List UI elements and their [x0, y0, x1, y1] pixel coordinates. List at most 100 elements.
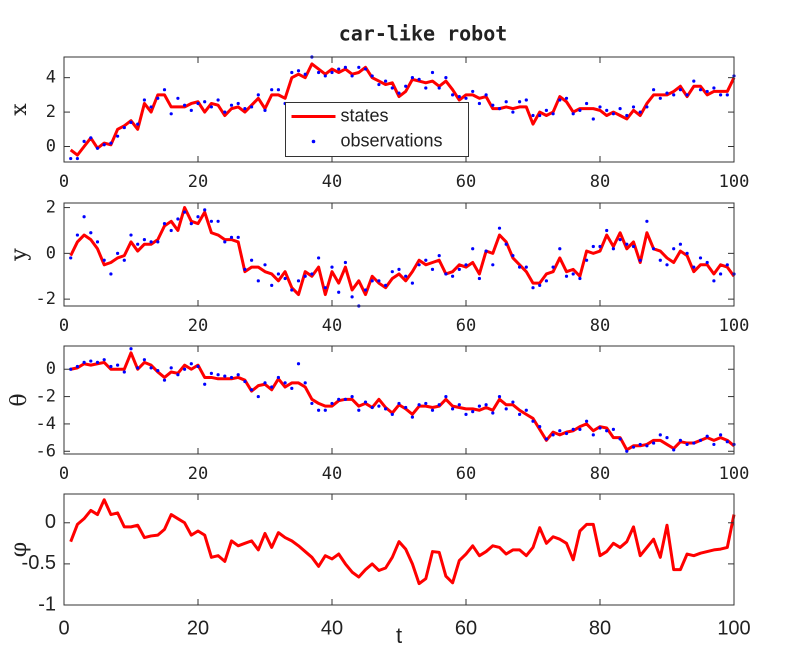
observation-dot: [95, 240, 100, 244]
observation-dot: [256, 394, 260, 399]
observation-dot: [290, 386, 294, 390]
x-tick-label: 60: [456, 316, 476, 336]
observation-dot: [611, 247, 616, 251]
observation-dot: [457, 267, 461, 271]
observation-dot: [69, 156, 73, 161]
observation-dot: [343, 260, 347, 265]
observation-dot: [591, 244, 595, 249]
legend-box: [285, 102, 469, 157]
observation-dot: [685, 251, 689, 255]
observation-dot: [397, 401, 401, 406]
observation-dot: [598, 105, 602, 109]
x-tick-label: 20: [188, 316, 208, 336]
observation-dot: [712, 442, 716, 447]
observation-dot: [605, 108, 609, 112]
observation-dot: [109, 141, 113, 145]
observation-dot: [363, 288, 368, 292]
observation-dot: [136, 242, 140, 246]
observation-dot: [444, 394, 448, 399]
observation-dot: [484, 403, 488, 407]
observation-dot: [424, 86, 428, 90]
observation-dot: [216, 219, 220, 223]
observation-dot: [250, 105, 254, 109]
observation-dot: [196, 364, 200, 369]
observation-dot: [390, 270, 394, 274]
observation-dot: [638, 258, 642, 262]
observation-dot: [538, 283, 542, 287]
observation-dot: [504, 242, 508, 246]
observation-dot: [397, 267, 401, 271]
observation-dot: [142, 98, 146, 102]
observation-dot: [665, 91, 669, 95]
observation-dot: [82, 215, 86, 219]
x-tick-label: 0: [58, 617, 69, 639]
observation-dot: [497, 226, 502, 230]
observation-dot: [156, 96, 160, 100]
y-axis-label: θ: [7, 393, 32, 406]
observation-dot: [625, 113, 629, 118]
y-tick-label: 2: [46, 198, 56, 218]
observation-dot: [109, 272, 113, 276]
x-tick-label: 60: [456, 172, 476, 192]
observation-dot: [169, 366, 173, 370]
observation-dot: [430, 408, 435, 412]
y-tick-label: 4: [46, 68, 56, 88]
observation-dot: [598, 244, 602, 249]
observation-dot: [471, 89, 475, 94]
y-axis-label: φ: [7, 542, 32, 557]
observation-dot: [618, 238, 622, 242]
observation-dot: [236, 235, 240, 239]
observation-dot: [343, 397, 347, 401]
observation-dot: [638, 442, 642, 447]
y-tick-label: -6: [36, 441, 56, 461]
observation-dot: [712, 279, 716, 283]
observation-dot: [471, 410, 475, 414]
y-tick-label: -2: [36, 387, 56, 407]
observation-dot: [678, 242, 683, 246]
observation-dot: [685, 93, 689, 97]
observation-dot: [725, 263, 729, 267]
observation-dot: [203, 208, 207, 212]
y-axis-label: x: [7, 103, 32, 116]
observation-dot: [89, 359, 93, 363]
observation-dot: [149, 105, 153, 109]
observation-dot: [658, 433, 662, 437]
observation-dot: [524, 408, 528, 412]
observation-dot: [216, 373, 220, 377]
observation-dot: [719, 93, 723, 97]
observation-dot: [538, 113, 542, 118]
observation-dot: [719, 433, 723, 437]
observation-dot: [544, 437, 549, 441]
observation-dot: [384, 407, 388, 411]
observation-dot: [236, 101, 240, 106]
observation-dot: [303, 274, 307, 278]
observation-dot: [229, 375, 234, 380]
observation-dot: [75, 233, 79, 237]
observation-dot: [437, 86, 441, 90]
observation-dot: [477, 101, 481, 106]
observation-dot: [116, 363, 120, 367]
observation-dot: [122, 258, 126, 262]
observation-dot: [276, 375, 280, 380]
observation-dot: [89, 231, 93, 235]
observation-dot: [377, 404, 381, 408]
observation-dot: [652, 88, 656, 92]
x-tick-label: 100: [719, 316, 750, 336]
observation-dot: [203, 382, 207, 386]
observation-dot: [658, 258, 662, 262]
observation-dot: [705, 260, 709, 265]
observation-dot: [109, 364, 113, 369]
observation-dot: [497, 394, 502, 399]
x-tick-label: 20: [187, 617, 209, 639]
observation-dot: [410, 415, 414, 419]
observation-dot: [645, 444, 649, 448]
observation-dot: [330, 70, 334, 75]
observation-dot: [283, 381, 287, 385]
observation-dot: [444, 76, 448, 80]
observation-dot: [102, 258, 106, 262]
observation-dot: [323, 408, 327, 412]
y-tick-label: 0: [45, 511, 56, 533]
observation-dot: [652, 441, 656, 445]
observation-dot: [618, 107, 622, 111]
